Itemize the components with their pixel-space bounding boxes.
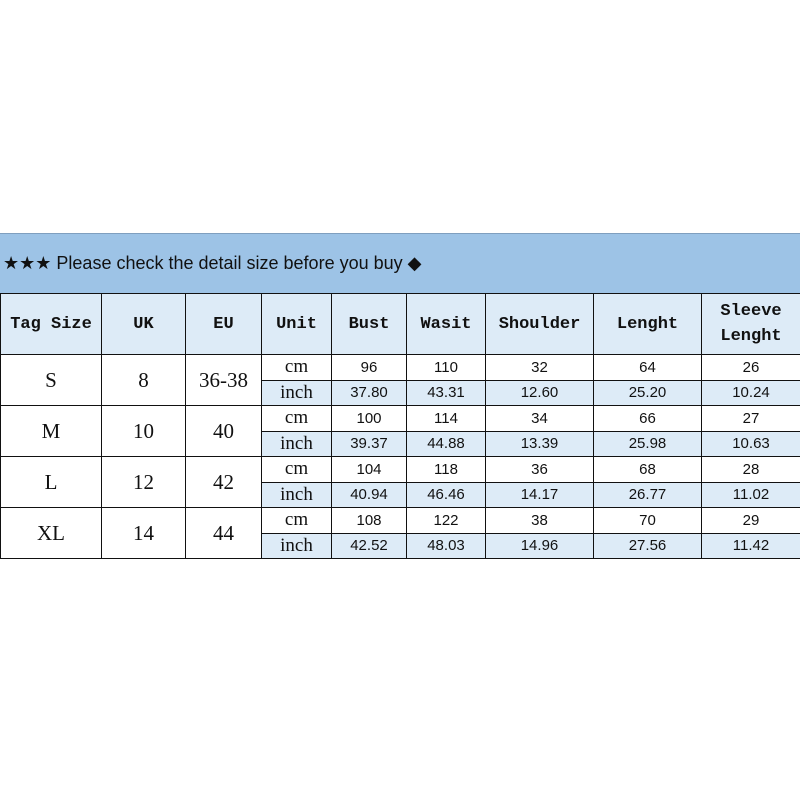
measurement-cell: 96 (331, 354, 407, 381)
measurement-cell: 25.20 (593, 379, 702, 406)
measurement-cell: 26.77 (593, 481, 702, 508)
measurement-cell: 40.94 (331, 481, 407, 508)
unit-cell: cm (261, 405, 332, 432)
measurement-cell: 11.42 (701, 532, 800, 559)
measurement-cell: 46.46 (406, 481, 486, 508)
notice-banner: ★★★ Please check the detail size before … (0, 233, 800, 293)
tag-size-cell: XL (0, 507, 102, 559)
measurement-cell: 34 (485, 405, 594, 432)
size-row-cm: S 8 36-38 cm 96 110 32 64 26 (0, 354, 800, 406)
measurement-cell: 66 (593, 405, 702, 432)
uk-size-cell: 10 (101, 405, 186, 457)
measurement-cell: 48.03 (406, 532, 486, 559)
measurement-cell: 43.31 (406, 379, 486, 406)
eu-size-cell: 40 (185, 405, 262, 457)
unit-cell: cm (261, 354, 332, 381)
tag-size-cell: L (0, 456, 102, 508)
measurement-cell: 122 (406, 507, 486, 534)
measurement-cell: 108 (331, 507, 407, 534)
measurement-cell: 29 (701, 507, 800, 534)
measurement-cell: 14.96 (485, 532, 594, 559)
size-row-cm: L 12 42 cm 104 118 36 68 28 (0, 456, 800, 508)
tag-size-cell: S (0, 354, 102, 406)
eu-size-cell: 44 (185, 507, 262, 559)
measurement-cell: 38 (485, 507, 594, 534)
header-eu: EU (185, 293, 262, 355)
unit-cell: cm (261, 456, 332, 483)
measurement-cell: 25.98 (593, 430, 702, 457)
unit-cell: inch (261, 430, 332, 457)
eu-size-cell: 42 (185, 456, 262, 508)
size-row-cm: M 10 40 cm 100 114 34 66 27 (0, 405, 800, 457)
uk-size-cell: 14 (101, 507, 186, 559)
size-chart: ★★★ Please check the detail size before … (0, 233, 800, 559)
header-tag-size: Tag Size (0, 293, 102, 355)
size-row-inch: inch 40.94 46.46 14.17 26.77 11.02 (1, 481, 800, 508)
measurement-cell: 36 (485, 456, 594, 483)
unit-cell: inch (261, 481, 332, 508)
header-row: Tag Size UK EU Unit Bust Wasit Shoulder … (0, 293, 800, 355)
measurement-cell: 11.02 (701, 481, 800, 508)
measurement-cell: 114 (406, 405, 486, 432)
unit-cell: cm (261, 507, 332, 534)
measurement-cell: 64 (593, 354, 702, 381)
measurement-cell: 10.63 (701, 430, 800, 457)
header-unit: Unit (261, 293, 332, 355)
measurement-cell: 118 (406, 456, 486, 483)
header-shoulder: Shoulder (485, 293, 594, 355)
measurement-cell: 28 (701, 456, 800, 483)
measurement-cell: 37.80 (331, 379, 407, 406)
measurement-cell: 10.24 (701, 379, 800, 406)
header-uk: UK (101, 293, 186, 355)
measurement-cell: 13.39 (485, 430, 594, 457)
measurement-cell: 104 (331, 456, 407, 483)
unit-cell: inch (261, 532, 332, 559)
measurement-cell: 27.56 (593, 532, 702, 559)
size-row-inch: inch 42.52 48.03 14.96 27.56 11.42 (1, 532, 800, 559)
uk-size-cell: 12 (101, 456, 186, 508)
header-sleeve-length: Sleeve Lenght (701, 293, 800, 355)
header-waist: Wasit (406, 293, 486, 355)
size-row-inch: inch 39.37 44.88 13.39 25.98 10.63 (1, 430, 800, 457)
tag-size-cell: M (0, 405, 102, 457)
measurement-cell: 42.52 (331, 532, 407, 559)
measurement-cell: 70 (593, 507, 702, 534)
size-row-cm: XL 14 44 cm 108 122 38 70 29 (0, 507, 800, 559)
measurement-cell: 32 (485, 354, 594, 381)
size-row-inch: inch 37.80 43.31 12.60 25.20 10.24 (1, 379, 800, 406)
eu-size-cell: 36-38 (185, 354, 262, 406)
header-bust: Bust (331, 293, 407, 355)
header-length: Lenght (593, 293, 702, 355)
measurement-cell: 44.88 (406, 430, 486, 457)
measurement-cell: 26 (701, 354, 800, 381)
measurement-cell: 68 (593, 456, 702, 483)
measurement-cell: 12.60 (485, 379, 594, 406)
measurement-cell: 14.17 (485, 481, 594, 508)
measurement-cell: 27 (701, 405, 800, 432)
unit-cell: inch (261, 379, 332, 406)
measurement-cell: 110 (406, 354, 486, 381)
uk-size-cell: 8 (101, 354, 186, 406)
measurement-cell: 100 (331, 405, 407, 432)
size-table: Tag Size UK EU Unit Bust Wasit Shoulder … (0, 293, 800, 559)
measurement-cell: 39.37 (331, 430, 407, 457)
